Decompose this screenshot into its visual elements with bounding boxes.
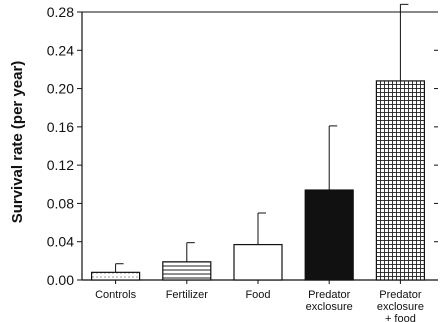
y-tick-label: 0.12: [47, 157, 74, 173]
x-category-label: Food: [245, 289, 270, 301]
bar-3: [304, 189, 354, 281]
x-category-label: exclosure: [377, 301, 424, 313]
y-tick-label: 0.16: [47, 119, 74, 135]
y-tick-label: 0.20: [47, 81, 74, 97]
x-category-label: Controls: [95, 289, 136, 301]
y-tick-label: 0.04: [47, 234, 74, 250]
x-category-label: Fertilizer: [166, 289, 209, 301]
x-category-label: exclosure: [306, 301, 353, 313]
x-category-label: Predator: [308, 289, 351, 301]
y-tick-label: 0.08: [47, 195, 74, 211]
bar-1: [162, 261, 212, 281]
plot-area: 0.00 0.04 0.08 0.12 0.16 0.20 0.24 0.28 Controls…: [47, 3, 438, 322]
y-tick-label: 0.24: [47, 42, 74, 58]
bar-2: [233, 243, 283, 281]
bar-4: [375, 80, 425, 281]
y-tick-label: 0.28: [47, 4, 74, 20]
y-axis-title: Survival rate (per year): [9, 61, 26, 224]
y-tick-label: 0.00: [47, 272, 74, 288]
x-category-label: + food: [385, 313, 416, 322]
x-category-label: Predator: [379, 289, 422, 301]
bar-0: [90, 271, 141, 281]
